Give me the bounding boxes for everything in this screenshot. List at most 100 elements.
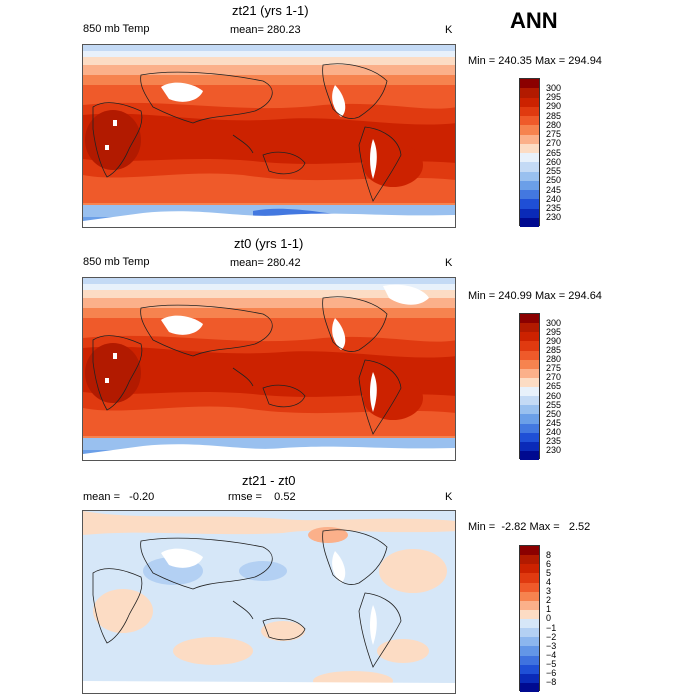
colorbar-1-bin (520, 125, 539, 135)
colorbar-3-bin (520, 664, 539, 674)
colorbar-2-label: 270 (546, 372, 562, 382)
colorbar-1-bin (520, 171, 539, 181)
colorbar-3-label: 6 (546, 559, 552, 569)
colorbar-1-bin (520, 208, 539, 218)
colorbar-3-label: −8 (546, 677, 557, 687)
colorbar-3-label: 5 (546, 568, 552, 578)
colorbar-2-label: 260 (546, 391, 562, 401)
season-label: ANN (510, 8, 558, 33)
colorbar-3-bin (520, 682, 539, 692)
panel-1-map (82, 44, 456, 228)
colorbar-1-label: 230 (546, 212, 562, 222)
colorbar-2-label: 280 (546, 354, 562, 364)
colorbar-1-label: 285 (546, 111, 562, 121)
colorbar-1-label: 280 (546, 120, 562, 130)
colorbar-1-bin (520, 180, 539, 190)
panel-3-minmax: Min = -2.82 Max = 2.52 (468, 521, 591, 533)
colorbar-2-bin (520, 405, 539, 415)
colorbar-3-bin (520, 591, 539, 601)
colorbar-3-label: −5 (546, 659, 557, 669)
colorbar-2-bin (520, 377, 539, 387)
colorbar-1-bin (520, 162, 539, 172)
colorbar-1-label: 275 (546, 129, 562, 139)
panel-1-units: K (445, 24, 453, 36)
panel-1-title: zt21 (yrs 1-1) (232, 3, 309, 18)
colorbar-3-bin (520, 555, 539, 565)
colorbar-1-bin (520, 217, 539, 227)
colorbar-2-bin (520, 332, 539, 342)
colorbar-1-label: 270 (546, 138, 562, 148)
colorbar-2-bin (520, 368, 539, 378)
colorbar-3-label: 2 (546, 595, 552, 605)
colorbar-2-bin (520, 441, 539, 451)
colorbar-2-bin (520, 423, 539, 433)
colorbar-1-bin (520, 153, 539, 163)
colorbar-2-bin (520, 450, 539, 460)
colorbar-2-label: 250 (546, 409, 562, 419)
colorbar-2-label: 230 (546, 445, 562, 455)
colorbar-1-label: 300 (546, 83, 562, 93)
colorbar-1-label: 290 (546, 101, 562, 111)
colorbar-3-label: −3 (546, 641, 557, 651)
colorbar-3-bin (520, 655, 539, 665)
panel-3-mean: mean = -0.20 (83, 491, 155, 503)
colorbar-3-bin (520, 600, 539, 610)
panel-2-variable: 850 mb Temp (83, 256, 150, 268)
panel-3-title: zt21 - zt0 (242, 473, 296, 488)
colorbar-1-label: 245 (546, 185, 562, 195)
colorbar-2-label: 265 (546, 381, 562, 391)
colorbar-1-bin (520, 143, 539, 153)
colorbar-2-bin (520, 387, 539, 397)
colorbar-1-bin (520, 199, 539, 209)
colorbar-2-label: 240 (546, 427, 562, 437)
panel-1-minmax: Min = 240.35 Max = 294.94 (468, 55, 602, 67)
panel-1-mean: mean= 280.23 (230, 24, 301, 36)
colorbar-3-label: 1 (546, 604, 552, 614)
panel-3-map (82, 510, 456, 694)
colorbar-1-bin (520, 190, 539, 200)
panel-3-units: K (445, 491, 453, 503)
colorbar-1-bin (520, 88, 539, 98)
colorbar-3-label: 4 (546, 577, 552, 587)
panel-2-colorbar (519, 313, 540, 460)
colorbar-3-label: −4 (546, 650, 557, 660)
colorbar-3-bin (520, 628, 539, 638)
panel-2-map (82, 277, 456, 461)
colorbar-1-label: 295 (546, 92, 562, 102)
colorbar-3-label: 0 (546, 613, 552, 623)
colorbar-2-label: 245 (546, 418, 562, 428)
colorbar-2-label: 300 (546, 318, 562, 328)
colorbar-2-bin (520, 341, 539, 351)
colorbar-2-label: 255 (546, 400, 562, 410)
colorbar-3-bin (520, 637, 539, 647)
colorbar-2-bin (520, 432, 539, 442)
panel-3-rmse: rmse = 0.52 (228, 491, 296, 503)
colorbar-2-label: 290 (546, 336, 562, 346)
colorbar-1-bin (520, 106, 539, 116)
colorbar-1-bin (520, 79, 539, 89)
panel-2-title: zt0 (yrs 1-1) (234, 236, 304, 251)
colorbar-2-label: 275 (546, 363, 562, 373)
colorbar-3-label: −2 (546, 632, 557, 642)
colorbar-1-bin (520, 116, 539, 126)
colorbar-1-bin (520, 97, 539, 107)
colorbar-3-bin (520, 646, 539, 656)
colorbar-2-label: 285 (546, 345, 562, 355)
colorbar-3-label: 3 (546, 586, 552, 596)
panel-2-units: K (445, 257, 453, 269)
panel-3-colorbar (519, 545, 540, 692)
colorbar-2-bin (520, 396, 539, 406)
colorbar-2-label: 235 (546, 436, 562, 446)
colorbar-3-bin (520, 546, 539, 556)
colorbar-1-label: 240 (546, 194, 562, 204)
colorbar-3-bin (520, 673, 539, 683)
colorbar-3-label: 8 (546, 550, 552, 560)
panel-1-variable: 850 mb Temp (83, 23, 150, 35)
colorbar-3-bin (520, 573, 539, 583)
colorbar-2-bin (520, 359, 539, 369)
colorbar-3-bin (520, 564, 539, 574)
colorbar-1-label: 255 (546, 166, 562, 176)
colorbar-3-bin (520, 619, 539, 629)
colorbar-2-bin (520, 350, 539, 360)
colorbar-2-label: 295 (546, 327, 562, 337)
